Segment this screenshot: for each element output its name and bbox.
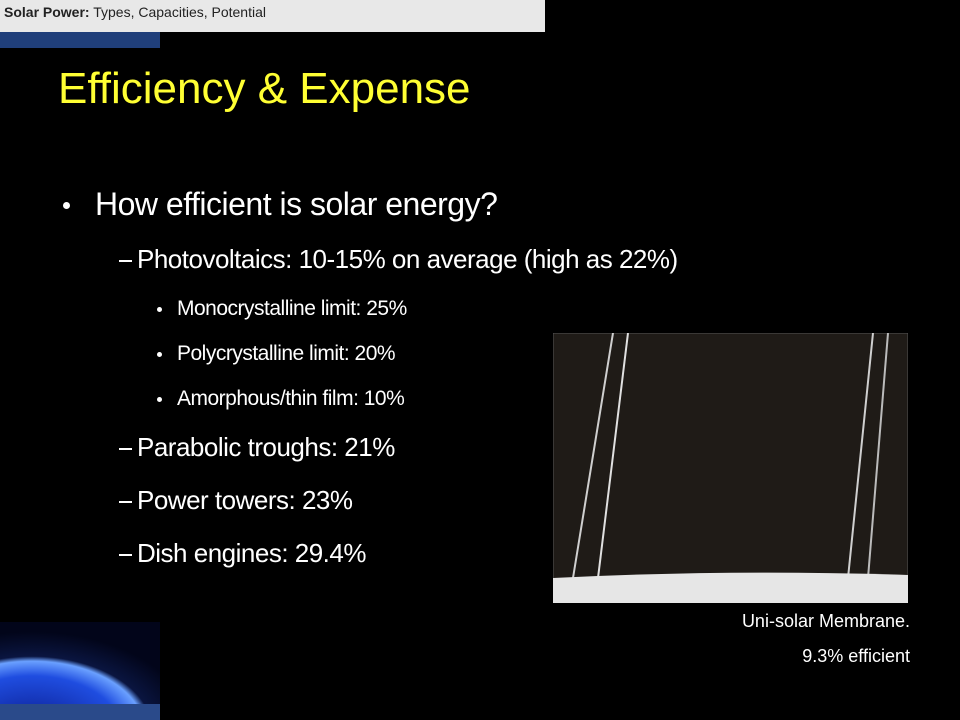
header-text: Solar Power: Types, Capacities, Potentia… (4, 4, 266, 20)
bullet-marker (157, 397, 162, 403)
photo (553, 333, 908, 603)
header-bold: Solar Power: (4, 4, 90, 20)
header-rest: Types, Capacities, Potential (89, 4, 266, 20)
bullet-marker (119, 553, 132, 556)
bullet-text: Monocrystalline limit: 25% (177, 297, 407, 320)
header-strip (0, 32, 160, 48)
bullet-marker (157, 307, 162, 313)
image-caption: Uni-solar Membrane. (741, 611, 910, 631)
bullet-text: How efficient is solar energy? (95, 186, 498, 222)
bullet-text: Polycrystalline limit: 20% (177, 342, 396, 365)
bullet-marker (119, 500, 132, 503)
image-caption: 9.3% efficient (802, 646, 910, 666)
bullet-marker (119, 447, 132, 450)
sun-image (0, 622, 160, 720)
bullet-marker (157, 352, 162, 358)
bullet-text: Parabolic troughs: 21% (137, 432, 395, 462)
bullet-text: Power towers: 23% (137, 485, 353, 515)
bullet-marker (119, 259, 132, 262)
header-bar: Solar Power: Types, Capacities, Potentia… (0, 0, 545, 32)
slide-title: Efficiency & Expense (58, 64, 471, 113)
bullet-text: Photovoltaics: 10-15% on average (high a… (137, 244, 678, 274)
bullet-text: Dish engines: 29.4% (137, 538, 366, 568)
bullet-text: Amorphous/thin film: 10% (177, 387, 405, 410)
bullet-marker (63, 201, 70, 209)
